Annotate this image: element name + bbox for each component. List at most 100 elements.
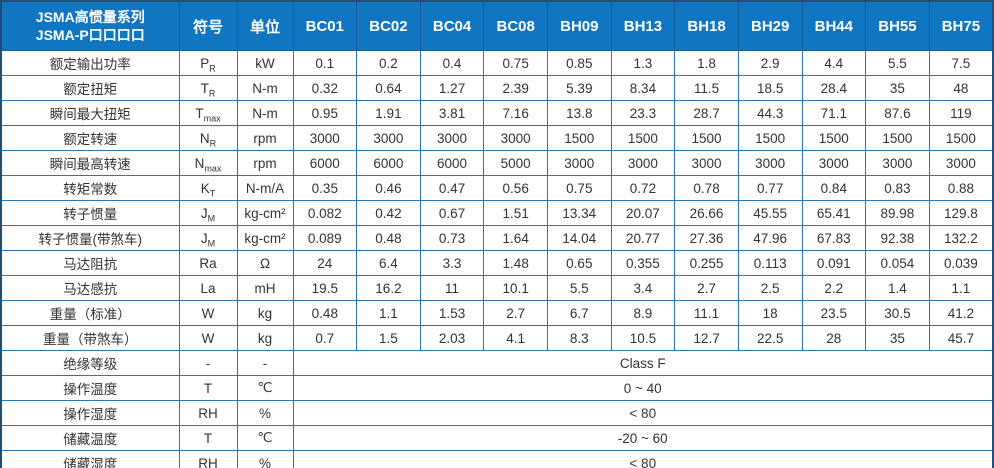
value-cell: 0.47 — [419, 175, 485, 201]
value-cell: 0.56 — [483, 175, 548, 201]
series-title-line1: JSMA高惯量系列 — [35, 8, 145, 25]
value-cell: 0.2 — [356, 50, 421, 76]
value-cell: 1.53 — [419, 300, 485, 326]
value-cell: 0.83 — [865, 175, 930, 201]
value-cell: 3000 — [547, 150, 612, 176]
symbol-subscript: R — [208, 88, 216, 99]
header-row: JSMA高惯量系列 JSMA-P口口口口 符号 单位 BC01 BC02 BC04 B… — [0, 0, 994, 51]
symbol-text: N — [199, 130, 210, 146]
value-cell: 129.8 — [928, 200, 994, 226]
value-cell: 0.46 — [356, 175, 421, 201]
value-cell: 20.77 — [610, 225, 676, 251]
symbol-cell: JM — [178, 225, 238, 251]
value-cell: 14.04 — [547, 225, 612, 251]
value-cell: 1500 — [674, 125, 739, 151]
value-cell: 23.5 — [801, 300, 867, 326]
row-label: 马达感抗 — [0, 275, 180, 301]
column-header-model-bh18: BH18 — [674, 0, 739, 51]
value-cell: 1.4 — [865, 275, 930, 301]
symbol-subscript: M — [207, 213, 216, 224]
value-cell: 6.7 — [547, 300, 612, 326]
row-label: 重量（带煞车） — [0, 325, 180, 351]
value-cell: 28.7 — [674, 100, 739, 126]
value-cell: 1.3 — [610, 50, 676, 76]
symbol-text: T — [203, 430, 213, 446]
value-cell: 2.7 — [674, 275, 739, 301]
symbol-cell: W — [178, 325, 238, 351]
value-cell: 3000 — [674, 150, 739, 176]
value-cell: 0.255 — [674, 250, 739, 276]
value-cell: 45.55 — [737, 200, 803, 226]
symbol-cell: T — [178, 375, 238, 401]
value-cell: 5.39 — [547, 75, 612, 101]
value-cell: 10.5 — [610, 325, 676, 351]
symbol-text: RH — [198, 405, 218, 421]
value-cell: 3000 — [356, 125, 421, 151]
row-label: 瞬间最高转速 — [0, 150, 180, 176]
unit-cell: rpm — [236, 125, 294, 151]
value-cell: 0.355 — [610, 250, 676, 276]
table-row: 转矩常数 KT N-m/A 0.35 0.46 0.47 0.56 0.75 0.72 0.78 0… — [0, 175, 994, 201]
value-cell: 132.2 — [928, 225, 994, 251]
column-header-model-bh29: BH29 — [737, 0, 803, 51]
column-header-model-bh75: BH75 — [928, 0, 994, 51]
symbol-text: K — [200, 180, 210, 196]
value-cell: 20.07 — [610, 200, 676, 226]
column-header-model-bc04: BC04 — [419, 0, 485, 51]
value-cell: 30.5 — [865, 300, 930, 326]
symbol-subscript: max — [203, 113, 221, 124]
table-row: 转子惯量(带煞车) JM kg-cm² 0.089 0.48 0.73 1.64 14.04 2… — [0, 225, 994, 251]
span-value-cell: < 80 — [292, 450, 994, 468]
value-cell: 3000 — [483, 125, 548, 151]
span-value-cell: < 80 — [292, 400, 994, 426]
symbol-cell: - — [178, 350, 238, 376]
value-cell: 0.88 — [928, 175, 994, 201]
value-cell: 13.8 — [547, 100, 612, 126]
value-cell: 6.4 — [356, 250, 421, 276]
value-cell: 3.81 — [419, 100, 485, 126]
table-row: 马达阻抗 Ra Ω 24 6.4 3.3 1.48 0.65 0.355 0.255 0.113 0.… — [0, 250, 994, 276]
value-cell: 1500 — [865, 125, 930, 151]
row-label: 转子惯量 — [0, 200, 180, 226]
value-cell: 1500 — [547, 125, 612, 151]
column-header-model-bc08: BC08 — [483, 0, 548, 51]
column-header-symbol: 符号 — [178, 0, 238, 51]
value-cell: 0.113 — [737, 250, 803, 276]
unit-cell: Ω — [236, 250, 294, 276]
table-row: 操作温度 T ℃ 0 ~ 40 — [0, 375, 994, 401]
symbol-subscript: R — [209, 63, 216, 74]
value-cell: 1500 — [801, 125, 867, 151]
value-cell: 1500 — [610, 125, 676, 151]
value-cell: 0.72 — [610, 175, 676, 201]
value-cell: 5000 — [483, 150, 548, 176]
symbol-subscript: max — [204, 163, 222, 174]
value-cell: 2.2 — [801, 275, 867, 301]
value-cell: 1.5 — [356, 325, 421, 351]
value-cell: 12.7 — [674, 325, 739, 351]
table-row: 额定扭矩 TR N-m 0.32 0.64 1.27 2.39 5.39 8.34 11.5 18.… — [0, 75, 994, 101]
value-cell: 6000 — [419, 150, 485, 176]
value-cell: 3000 — [610, 150, 676, 176]
symbol-subscript: T — [209, 188, 216, 199]
symbol-cell: W — [178, 300, 238, 326]
unit-cell: N-m — [236, 75, 294, 101]
row-label: 重量（标准） — [0, 300, 180, 326]
unit-cell: rpm — [236, 150, 294, 176]
table-row: 操作湿度 RH% < 80 — [0, 400, 994, 426]
symbol-cell: T — [178, 425, 238, 451]
table-row: 储藏温度 T ℃ -20 ~ 60 — [0, 425, 994, 451]
row-label: 额定扭矩 — [0, 75, 180, 101]
value-cell: 0.78 — [674, 175, 739, 201]
value-cell: 35 — [865, 75, 930, 101]
unit-cell: kg — [236, 300, 294, 326]
value-cell: 28 — [801, 325, 867, 351]
value-cell: 41.2 — [928, 300, 994, 326]
value-cell: 0.082 — [292, 200, 358, 226]
symbol-text: - — [205, 355, 211, 371]
value-cell: 28.4 — [801, 75, 867, 101]
row-label: 储藏湿度 — [0, 450, 180, 468]
value-cell: 0.75 — [547, 175, 612, 201]
unit-cell: ℃ — [236, 425, 294, 451]
